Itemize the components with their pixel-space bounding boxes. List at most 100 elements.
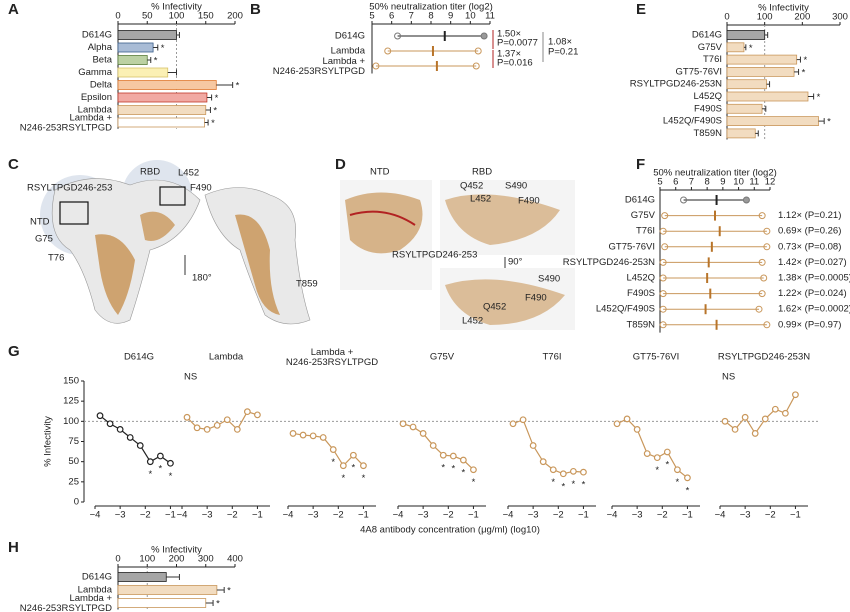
panel-letter: H — [8, 539, 19, 556]
significance: * — [159, 464, 163, 475]
significance: * — [655, 465, 659, 476]
category-label: RSYLTPGD246-253N — [630, 79, 722, 90]
x-tick-label: −3 — [308, 510, 319, 521]
y-tick-label: 125 — [63, 396, 79, 407]
panel-title: T76I — [542, 352, 561, 363]
point — [223, 416, 231, 424]
significance: * — [803, 55, 807, 66]
category-label: T859N — [626, 319, 655, 330]
point — [319, 434, 327, 441]
category-label: G75V — [698, 42, 723, 53]
significance: * — [802, 67, 806, 78]
structure-label: Q452 — [460, 181, 483, 192]
x-tick-label: −1 — [682, 510, 693, 521]
y-axis-title: % Infectivity — [43, 416, 54, 467]
x-tick-label: 0 — [115, 554, 120, 565]
category-label: Lambda — [78, 585, 113, 596]
point — [580, 468, 587, 476]
fold-label: 1.38× (P=0.0005) — [778, 273, 850, 284]
point — [106, 420, 114, 428]
x-tick-label: −2 — [765, 510, 776, 521]
point — [233, 426, 241, 433]
dot — [763, 321, 771, 329]
significance: * — [462, 468, 466, 479]
structure-label: RBD — [472, 167, 492, 178]
significance: * — [169, 471, 173, 482]
x-tick-label: 9 — [720, 177, 725, 188]
fold-label: 0.99× (P=0.97) — [778, 319, 841, 330]
annotation: 1.50× — [497, 29, 521, 40]
annotation: P=0.016 — [497, 58, 533, 69]
dot — [763, 227, 771, 235]
category-label: Alpha — [88, 42, 113, 53]
dot — [680, 196, 688, 204]
category-label: T76I — [636, 226, 655, 237]
significance: * — [561, 481, 565, 492]
significance: * — [451, 464, 455, 475]
x-tick-label: −3 — [418, 510, 429, 521]
bar — [117, 105, 207, 115]
category-label: GT75-76VI — [676, 66, 722, 77]
x-tick-label: 300 — [832, 12, 848, 23]
category-label: L452Q/F490S — [663, 116, 722, 127]
dot — [659, 305, 667, 313]
dot — [474, 47, 482, 55]
dot — [758, 290, 766, 298]
point — [470, 466, 477, 474]
point — [721, 417, 729, 425]
significance: * — [686, 485, 690, 496]
significance: * — [472, 477, 476, 488]
point — [146, 458, 154, 466]
structure-label: NTD — [370, 167, 390, 178]
point — [116, 426, 124, 433]
x-tick-label: −1 — [358, 510, 369, 521]
panel-letter: D — [335, 156, 346, 173]
x-tick-label: 10 — [465, 11, 476, 22]
fold-label: 1.12× (P=0.21) — [778, 210, 841, 221]
x-tick-label: 100 — [139, 554, 155, 565]
x-tick-label: 5 — [657, 177, 662, 188]
x-tick-label: −1 — [468, 510, 479, 521]
significance: * — [213, 106, 217, 117]
bar — [726, 128, 756, 139]
structure-label: Q452 — [483, 302, 506, 313]
x-axis-title: 4A8 antibody concentration (μg/ml) (log1… — [360, 525, 540, 536]
panel-letter: B — [250, 1, 261, 18]
significance: * — [551, 477, 555, 488]
x-tick-label: 7 — [689, 177, 694, 188]
point — [254, 411, 261, 419]
category-label: Lambda + N246-253RSYLTPGD — [20, 592, 113, 612]
annotation: 1.08× — [548, 37, 572, 48]
dot — [661, 212, 669, 220]
x-tick-label: 200 — [227, 11, 243, 22]
point — [519, 416, 527, 424]
dot — [742, 196, 750, 204]
x-tick-label: −2 — [227, 510, 238, 521]
x-tick-label: 10 — [733, 177, 744, 188]
bar — [117, 598, 207, 608]
structure-label: G75 — [35, 234, 53, 245]
annotation: P=0.0077 — [497, 38, 538, 49]
fold-label: 0.69× (P=0.26) — [778, 226, 841, 237]
x-tick-label: 100 — [757, 12, 773, 23]
structure-label: F490 — [190, 183, 212, 194]
y-tick-label: 0 — [74, 497, 79, 508]
y-tick-label: 25 — [68, 476, 79, 487]
structure-label: F490 — [525, 293, 547, 304]
significance: * — [341, 473, 345, 484]
x-tick-label: 6 — [673, 177, 678, 188]
significance: * — [216, 599, 220, 610]
x-tick-label: 300 — [198, 554, 214, 565]
fold-label: 1.62× (P=0.0002) — [778, 304, 850, 315]
annotation: P=0.21 — [548, 47, 578, 58]
dot — [394, 32, 402, 40]
point — [399, 420, 407, 428]
structure-label: L452 — [470, 194, 491, 205]
x-tick-label: −1 — [165, 510, 176, 521]
x-tick-label: −2 — [333, 510, 344, 521]
category-label: Lambda — [331, 46, 366, 57]
bar — [726, 42, 745, 53]
point — [136, 442, 144, 449]
x-tick-label: 8 — [704, 177, 709, 188]
bar — [117, 30, 177, 40]
